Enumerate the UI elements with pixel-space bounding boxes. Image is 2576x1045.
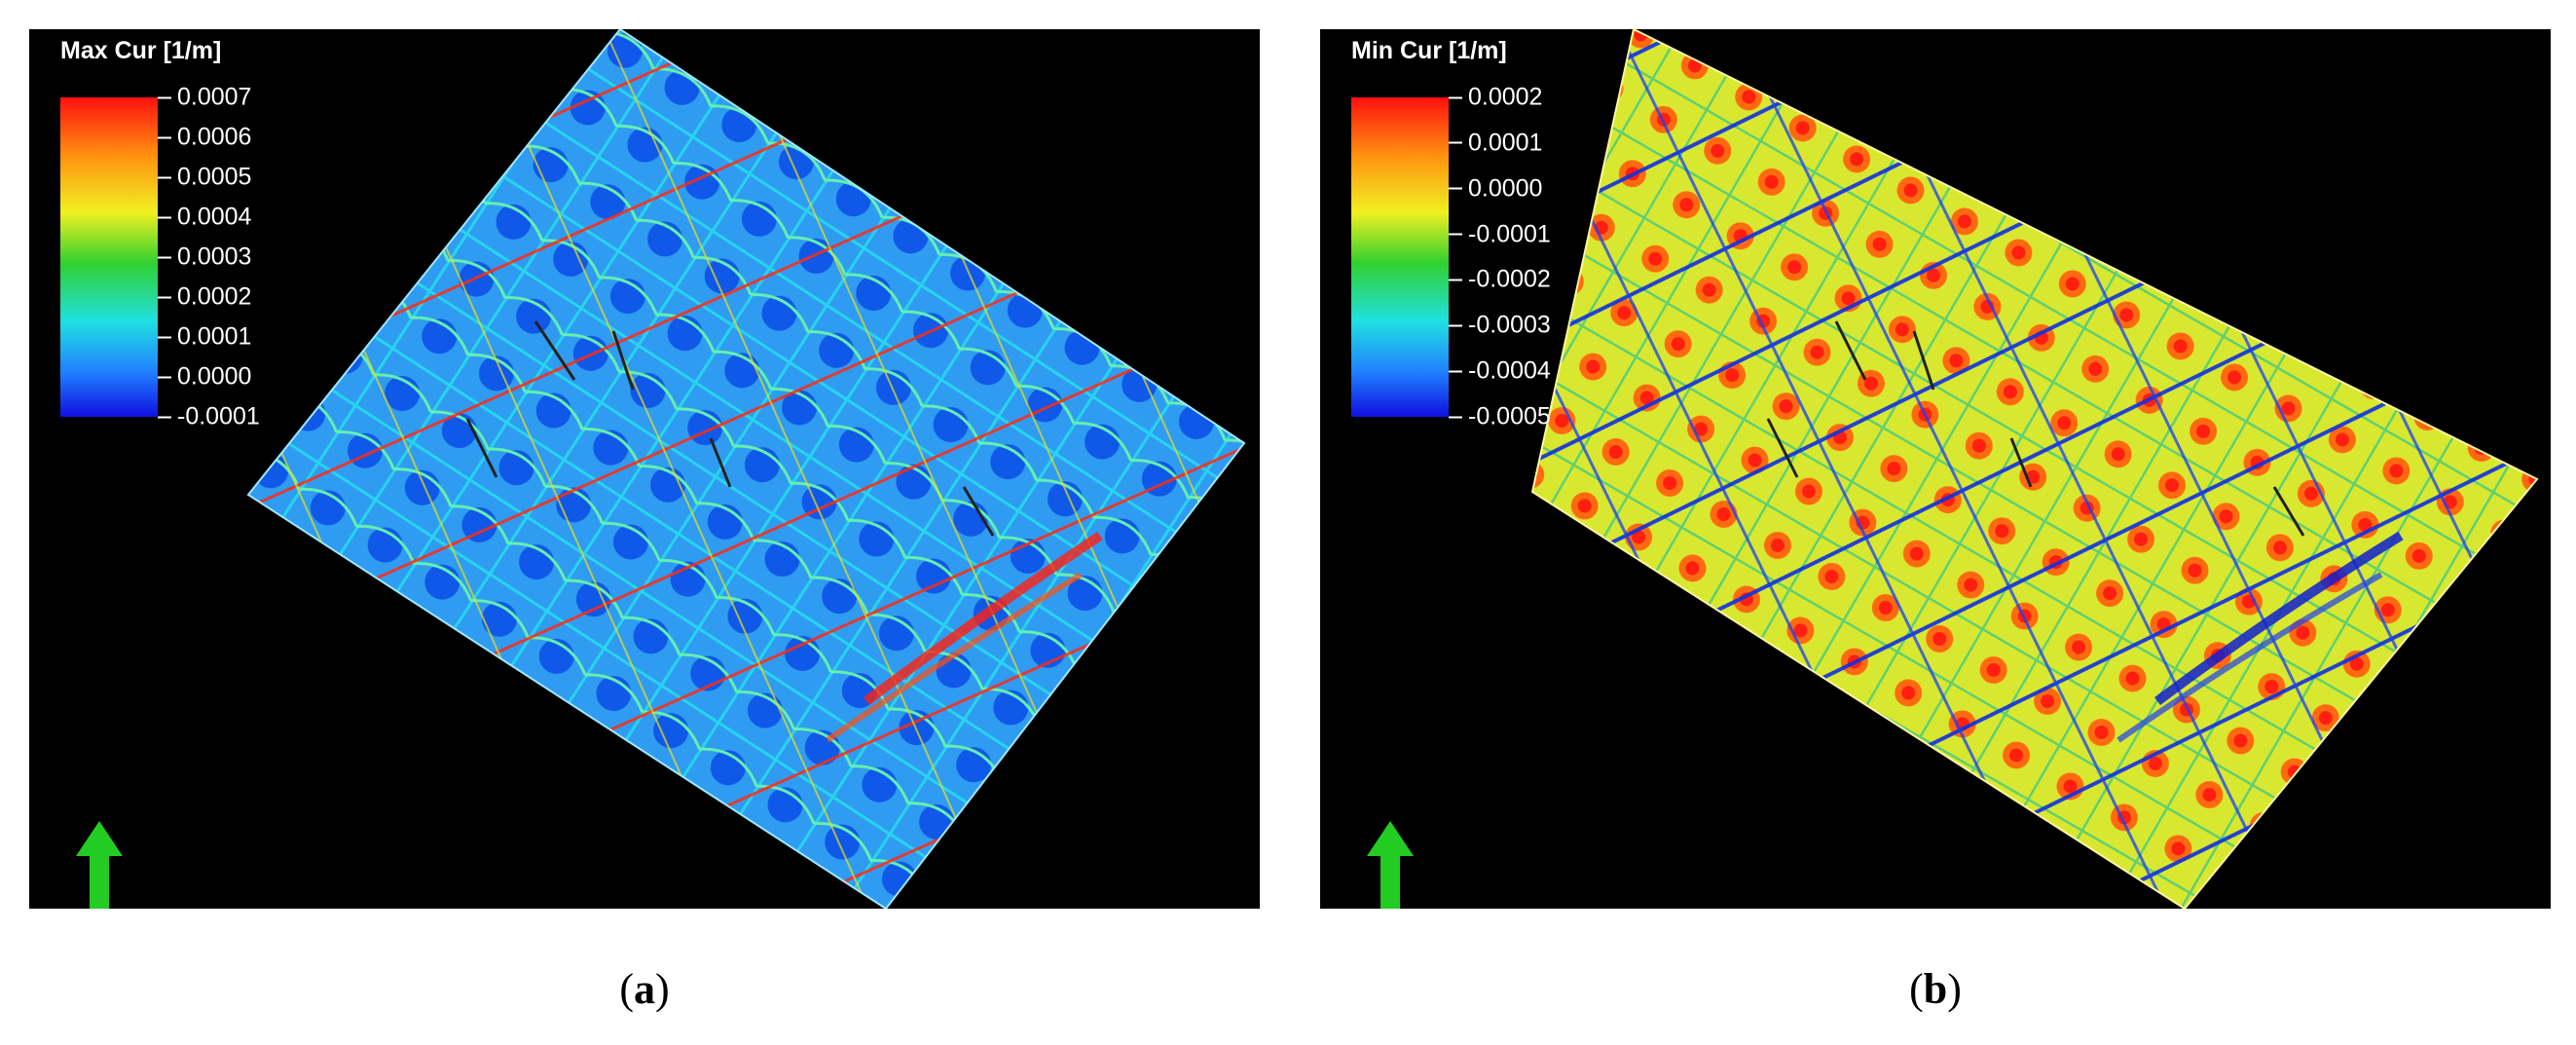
caption-a: (a)	[619, 965, 670, 1013]
colorbar	[1351, 97, 1449, 417]
colorbar-ticks: 0.0007 0.0006 0.0005 0.0004 0.0003 0.000…	[158, 84, 352, 430]
legend-title: Max Cur [1/m]	[60, 37, 222, 64]
tick-label: 0.0002	[158, 283, 251, 312]
tick-label: 0.0007	[158, 84, 251, 112]
tick-label: -0.0002	[1449, 266, 1551, 294]
tick-label: 0.0000	[158, 363, 251, 392]
tick-label: 0.0002	[1449, 84, 1542, 112]
tick-label: 0.0001	[1449, 129, 1542, 157]
caption-label: b	[1923, 965, 1948, 1013]
tick-label: -0.0001	[1449, 220, 1551, 248]
colorbar-ticks: 0.0002 0.0001 0.0000 -0.0001 -0.0002 -0.…	[1449, 84, 1643, 430]
tick-label: 0.0000	[1449, 174, 1542, 203]
max-curvature-map	[246, 29, 1246, 909]
north-arrow-icon	[1367, 821, 1414, 909]
panel-max-curvature: Max Cur [1/m] 0.0007 0.0006 0.0005 0.000…	[29, 29, 1260, 909]
caption-b: (b)	[1909, 965, 1962, 1013]
tick-label: 0.0004	[158, 204, 251, 232]
tick-label: 0.0006	[158, 124, 251, 152]
legend-title: Min Cur [1/m]	[1351, 37, 1507, 64]
tick-label: 0.0005	[158, 164, 251, 192]
tick-label: -0.0005	[1449, 403, 1551, 431]
colorbar	[60, 97, 158, 417]
min-curvature-map	[1530, 29, 2539, 909]
tick-label: 0.0001	[158, 323, 251, 352]
panel-min-curvature: Min Cur [1/m] 0.0002 0.0001 0.0000 -0.00…	[1320, 29, 2551, 909]
caption-label: a	[634, 965, 655, 1013]
tick-label: 0.0003	[158, 243, 251, 272]
tick-label: -0.0003	[1449, 312, 1551, 340]
tick-label: -0.0001	[158, 403, 260, 431]
north-arrow-icon	[76, 821, 123, 909]
tick-label: -0.0004	[1449, 357, 1551, 386]
